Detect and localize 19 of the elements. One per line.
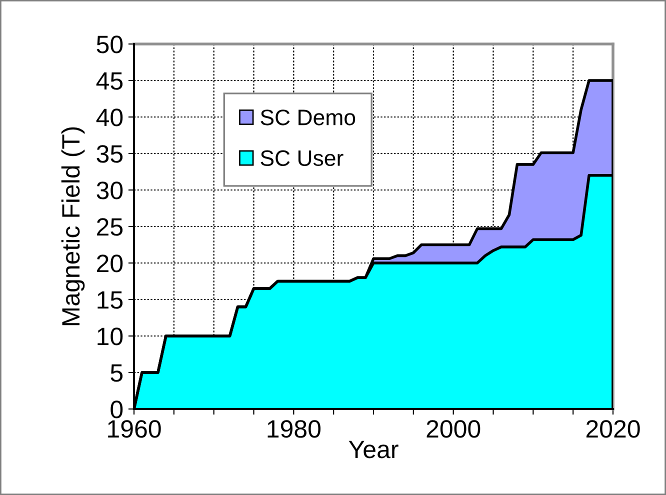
x-tick-label: 1960 (108, 420, 161, 438)
y-tick-label: 5 (110, 364, 123, 382)
y-axis-title: Magnetic Field (T) (61, 127, 85, 326)
y-tick-label: 25 (97, 218, 123, 236)
y-tick-label: 20 (97, 254, 123, 272)
y-tick-label: 45 (96, 72, 123, 90)
y-tick-label: 35 (96, 145, 123, 163)
legend-label: SC User (260, 150, 344, 166)
y-tick-label: 30 (96, 182, 123, 200)
x-tick-label: 1980 (268, 420, 320, 438)
legend-label: SC Demo (260, 110, 356, 126)
x-tick-label: 2020 (586, 420, 640, 438)
y-tick-label: 15 (98, 291, 123, 309)
x-axis-title: Year (348, 440, 398, 458)
y-tick-label: 0 (110, 400, 123, 418)
y-tick-label: 50 (96, 36, 123, 54)
x-tick-label: 2000 (426, 420, 480, 438)
y-tick-label: 10 (98, 328, 123, 346)
y-tick-label: 40 (96, 108, 123, 126)
